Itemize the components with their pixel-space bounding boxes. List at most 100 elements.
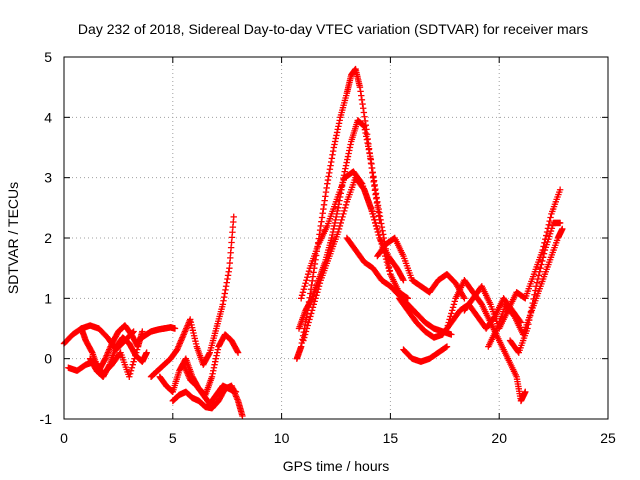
data-point [324,180,331,187]
tick-labels: 0 5 10 15 20 25 -1 0 1 2 3 4 5 [40,49,616,446]
data-point-interp [378,223,386,231]
data-point [234,349,242,356]
data-point-interp [309,273,317,280]
data-point-interp [324,176,332,184]
data-point [330,144,338,151]
data-point-interp [312,295,319,302]
data-point-interp [528,304,536,311]
data-point-interp [318,214,326,221]
data-point [374,198,381,205]
data-point-interp [336,117,343,124]
data-point-interp [341,207,348,215]
data-point-interp [326,166,334,173]
data-point-interp [303,277,310,284]
data-point-interp [332,216,339,224]
data-point-interp [339,213,346,221]
data-point-interp [331,222,338,230]
data-point-interp [222,286,229,294]
data-point-interp [329,147,337,155]
data-point-interp [346,147,353,154]
data-point-interp [345,150,352,157]
data-point-interp [105,362,113,370]
data-point-interp [358,96,366,104]
data-point-interp [448,307,456,314]
data-point [522,388,529,396]
data-point-interp [310,269,317,276]
data-point-interp [365,146,373,153]
data-point [443,343,451,350]
data-point-interp [326,169,333,177]
data-point [361,123,368,130]
data-point-interp [399,275,407,283]
y-tick-label: 2 [44,230,52,246]
data-point-interp [337,219,344,227]
data-point-interp [332,135,339,142]
data-point-interp [448,310,455,317]
data-point-interp [328,158,335,166]
data-point-interp [382,255,390,263]
data-point-interp [214,346,222,353]
data-point-interp [529,299,536,307]
data-point-interp [374,202,382,209]
data-point [559,225,566,233]
data-point [300,337,307,344]
data-point-interp [449,304,457,311]
data-point-interp [335,225,343,233]
data-point [126,373,133,380]
data-point-interp [301,283,308,290]
data-point-interp [534,275,542,283]
y-tick-label: 0 [44,351,52,367]
data-point-interp [369,169,376,176]
data-point-interp [221,290,229,297]
data-point [400,277,407,284]
data-point-interp [531,291,538,298]
data-point-interp [334,126,341,133]
data-point-interp [370,177,378,184]
data-point [356,83,364,91]
data-point-interp [321,197,328,204]
data-point-interp [225,268,232,275]
data-point-interp [318,218,325,225]
data-point-interp [316,280,324,287]
chart-title: Day 232 of 2018, Sidereal Day-to-day VTE… [78,21,588,37]
data-point-interp [308,296,315,303]
data-point-interp [213,352,220,359]
data-point-interp [372,219,379,227]
data-point-interp [298,292,306,299]
data-point-interp [386,267,393,275]
data-point-interp [374,225,381,233]
data-point-interp [205,350,213,358]
data-point [297,343,305,350]
data-point-interp [314,289,321,296]
data-point [171,325,179,332]
data-point-interp [361,113,368,120]
data-point-interp [370,213,378,221]
data-point-interp [377,216,384,224]
data-point-interp [371,216,378,224]
data-point-interp [538,261,545,268]
data-point-interp [362,129,369,137]
data-point-interp [336,222,344,230]
data-point-interp [301,331,309,338]
data-point [317,222,324,230]
data-point [367,156,375,163]
data-point-interp [447,313,454,320]
data-point-interp [212,355,220,362]
data-point-interp [451,298,459,305]
data-point-interp [210,364,218,371]
data-point-interp [309,277,316,285]
data-point-interp [310,301,318,308]
data-point-interp [375,231,383,239]
data-point-interp [212,358,219,365]
data-point [556,219,564,227]
data-point-interp [360,105,367,112]
data-point-interp [381,252,389,260]
data-point [334,204,342,212]
data-point-interp [335,120,343,127]
y-tick-label: -1 [40,411,53,427]
data-point-interp [347,141,354,148]
data-point-interp [526,312,534,320]
data-point-interp [358,92,365,99]
data-point-interp [342,165,349,172]
